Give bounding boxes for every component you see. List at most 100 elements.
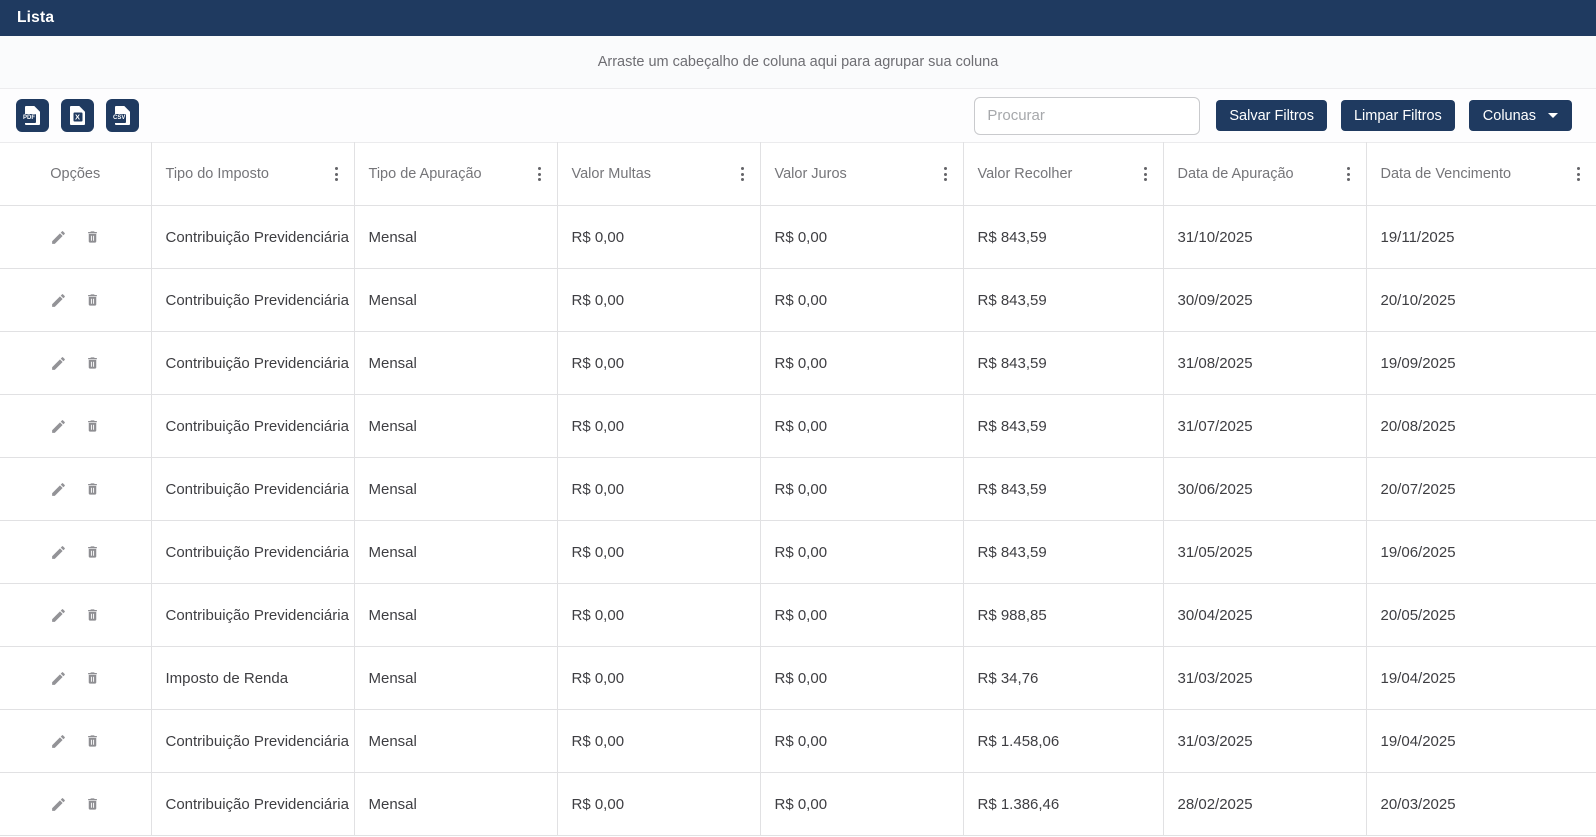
table-row: Contribuição Previdenciária Mensal R$ 0,…: [0, 205, 1596, 269]
edit-button[interactable]: [47, 289, 70, 312]
search-input[interactable]: [975, 97, 1199, 134]
trash-icon: [85, 481, 100, 497]
delete-button[interactable]: [82, 541, 103, 563]
export-pdf-button[interactable]: PDF: [16, 99, 49, 132]
trash-icon: [85, 796, 100, 812]
delete-button[interactable]: [82, 793, 103, 815]
search-button[interactable]: [1198, 98, 1199, 134]
pencil-icon: [50, 481, 67, 498]
edit-button[interactable]: [47, 226, 70, 249]
cell-tipo-do-imposto: Contribuição Previdenciária: [151, 205, 355, 269]
save-filters-button[interactable]: Salvar Filtros: [1216, 100, 1327, 131]
cell-valor-juros: R$ 0,00: [760, 331, 964, 395]
delete-button[interactable]: [82, 352, 103, 374]
edit-button[interactable]: [47, 415, 70, 438]
trash-icon: [85, 292, 100, 308]
column-header-valor-multas[interactable]: Valor Multas: [557, 142, 761, 206]
pdf-file-icon: PDF: [22, 106, 40, 125]
table-body: Contribuição Previdenciária Mensal R$ 0,…: [0, 205, 1596, 836]
cell-data-de-vencimento: 19/04/2025: [1366, 709, 1596, 773]
column-menu-icon[interactable]: [1573, 163, 1584, 185]
delete-button[interactable]: [82, 604, 103, 626]
export-excel-button[interactable]: X: [61, 99, 94, 132]
column-header-tipo-de-apuracao[interactable]: Tipo de Apuração: [354, 142, 558, 206]
edit-button[interactable]: [47, 541, 70, 564]
cell-data-de-vencimento: 20/10/2025: [1366, 268, 1596, 332]
column-header-data-de-vencimento[interactable]: Data de Vencimento: [1366, 142, 1596, 206]
cell-data-de-apuracao: 30/06/2025: [1163, 457, 1367, 521]
cell-valor-multas: R$ 0,00: [557, 520, 761, 584]
columns-button[interactable]: Colunas: [1468, 100, 1572, 131]
column-menu-icon[interactable]: [1343, 163, 1354, 185]
cell-data-de-apuracao: 28/02/2025: [1163, 772, 1367, 836]
cell-tipo-de-apuracao: Mensal: [354, 646, 558, 710]
columns-button-label: Colunas: [1482, 107, 1536, 124]
delete-button[interactable]: [82, 415, 103, 437]
trash-icon: [85, 733, 100, 749]
column-header-valor-recolher[interactable]: Valor Recolher: [963, 142, 1164, 206]
pencil-icon: [50, 796, 67, 813]
edit-button[interactable]: [47, 352, 70, 375]
cell-valor-juros: R$ 0,00: [760, 205, 964, 269]
cell-tipo-de-apuracao: Mensal: [354, 520, 558, 584]
delete-button[interactable]: [82, 478, 103, 500]
edit-button[interactable]: [47, 604, 70, 627]
column-header-data-de-apuracao[interactable]: Data de Apuração: [1163, 142, 1367, 206]
clear-filters-button[interactable]: Limpar Filtros: [1340, 100, 1455, 131]
row-options-cell: [0, 205, 152, 269]
cell-valor-juros: R$ 0,00: [760, 520, 964, 584]
table-row: Imposto de Renda Mensal R$ 0,00 R$ 0,00 …: [0, 646, 1596, 710]
group-drop-zone[interactable]: Arraste um cabeçalho de coluna aqui para…: [0, 36, 1596, 89]
edit-button[interactable]: [47, 793, 70, 816]
pencil-icon: [50, 355, 67, 372]
cell-valor-juros: R$ 0,00: [760, 583, 964, 647]
trash-icon: [85, 418, 100, 434]
table-header: Opções Tipo do Imposto Tipo de Apuração …: [0, 142, 1596, 206]
column-menu-icon[interactable]: [331, 163, 342, 185]
cell-valor-multas: R$ 0,00: [557, 205, 761, 269]
delete-button[interactable]: [82, 730, 103, 752]
cell-valor-recolher: R$ 1.386,46: [963, 772, 1164, 836]
column-header-valor-juros[interactable]: Valor Juros: [760, 142, 964, 206]
group-drop-hint: Arraste um cabeçalho de coluna aqui para…: [597, 54, 999, 70]
cell-data-de-vencimento: 19/06/2025: [1366, 520, 1596, 584]
table-row: Contribuição Previdenciária Mensal R$ 0,…: [0, 772, 1596, 836]
cell-valor-juros: R$ 0,00: [760, 646, 964, 710]
row-options-cell: [0, 709, 152, 773]
cell-tipo-de-apuracao: Mensal: [354, 394, 558, 458]
search-box: [974, 96, 1201, 135]
column-menu-icon[interactable]: [1140, 163, 1151, 185]
export-csv-button[interactable]: CSV: [106, 99, 139, 132]
delete-button[interactable]: [82, 289, 103, 311]
trash-icon: [85, 607, 100, 623]
cell-valor-multas: R$ 0,00: [557, 394, 761, 458]
trash-icon: [85, 670, 100, 686]
cell-valor-recolher: R$ 843,59: [963, 457, 1164, 521]
data-table: Opções Tipo do Imposto Tipo de Apuração …: [0, 142, 1596, 836]
column-menu-icon[interactable]: [534, 163, 545, 185]
cell-tipo-de-apuracao: Mensal: [354, 709, 558, 773]
cell-data-de-vencimento: 19/04/2025: [1366, 646, 1596, 710]
edit-button[interactable]: [47, 730, 70, 753]
column-header-opcoes: Opções: [0, 142, 152, 206]
cell-data-de-apuracao: 31/07/2025: [1163, 394, 1367, 458]
cell-valor-multas: R$ 0,00: [557, 583, 761, 647]
pencil-icon: [50, 292, 67, 309]
cell-valor-recolher: R$ 843,59: [963, 205, 1164, 269]
table-row: Contribuição Previdenciária Mensal R$ 0,…: [0, 583, 1596, 647]
column-menu-icon[interactable]: [940, 163, 951, 185]
cell-data-de-apuracao: 30/09/2025: [1163, 268, 1367, 332]
edit-button[interactable]: [47, 478, 70, 501]
cell-tipo-do-imposto: Contribuição Previdenciária: [151, 520, 355, 584]
column-header-tipo-do-imposto[interactable]: Tipo do Imposto: [151, 142, 355, 206]
cell-tipo-de-apuracao: Mensal: [354, 268, 558, 332]
delete-button[interactable]: [82, 226, 103, 248]
cell-valor-multas: R$ 0,00: [557, 457, 761, 521]
cell-tipo-do-imposto: Contribuição Previdenciária: [151, 709, 355, 773]
edit-button[interactable]: [47, 667, 70, 690]
cell-data-de-apuracao: 31/05/2025: [1163, 520, 1367, 584]
delete-button[interactable]: [82, 667, 103, 689]
cell-valor-multas: R$ 0,00: [557, 331, 761, 395]
cell-valor-juros: R$ 0,00: [760, 457, 964, 521]
column-menu-icon[interactable]: [737, 163, 748, 185]
